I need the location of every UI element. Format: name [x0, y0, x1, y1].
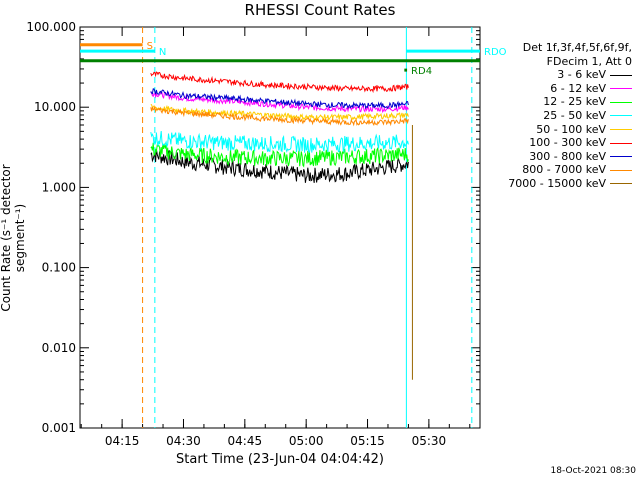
x-tick-label: 05:15 [350, 434, 385, 448]
legend-item-label: 6 - 12 keV [550, 81, 606, 95]
series-line [150, 130, 409, 153]
x-tick-label: 04:15 [105, 434, 140, 448]
y-tick-label: 0.010 [42, 341, 76, 355]
y-tick-label: 0.100 [42, 261, 76, 275]
legend-swatch [610, 101, 632, 103]
x-tick-label: 05:30 [412, 434, 447, 448]
legend-header-2: FDecim 1, Att 0 [546, 54, 632, 68]
legend-swatch [610, 115, 632, 117]
flag-label: S [147, 41, 153, 52]
y-axis-label: Count Rate (s⁻¹ detector segment⁻¹) [0, 164, 27, 312]
legend-item-label: 12 - 25 keV [543, 95, 606, 109]
x-tick-label: 05:00 [289, 434, 324, 448]
legend-swatch [610, 183, 632, 185]
legend-swatch [610, 74, 632, 76]
legend-item-label: 800 - 7000 keV [522, 163, 606, 177]
legend-item-label: 25 - 50 keV [543, 108, 606, 122]
legend-swatch [610, 169, 632, 171]
series-line [150, 142, 409, 168]
legend-item-label: 50 - 100 keV [536, 122, 606, 136]
y-tick-label: 10.000 [34, 100, 76, 114]
flag-label: RD4 [411, 66, 432, 77]
chart-title: RHESSI Count Rates [244, 1, 396, 19]
legend-item-label: 7000 - 15000 keV [508, 176, 606, 190]
legend-item: 12 - 25 keV [482, 95, 632, 109]
legend-swatch [610, 156, 632, 158]
legend-item-label: 300 - 800 keV [529, 149, 606, 163]
legend-item: 7000 - 15000 keV [482, 177, 632, 191]
legend-header-1: Det 1f,3f,4f,5f,6f,9f, [522, 41, 632, 54]
legend-item: 100 - 300 keV [482, 136, 632, 150]
series-line [150, 103, 409, 122]
legend-item: 3 - 6 keV [482, 68, 632, 82]
legend-item: 800 - 7000 keV [482, 163, 632, 177]
legend-item: 50 - 100 keV [482, 123, 632, 137]
legend-item: 6 - 12 keV [482, 82, 632, 96]
series-line [150, 149, 409, 183]
legend: Det 1f,3f,4f,5f,6f,9f, FDecim 1, Att 0 3… [482, 41, 632, 191]
series-line [150, 88, 409, 110]
legend-item-label: 100 - 300 keV [529, 136, 606, 150]
flag-label: RDO [484, 47, 507, 58]
y-tick-label: 1.000 [42, 180, 76, 194]
y-tick-label: 100.000 [26, 20, 76, 34]
legend-item: 300 - 800 keV [482, 150, 632, 164]
timestamp-stamp: 18-Oct-2021 08:30 [550, 466, 636, 476]
legend-items: 3 - 6 keV 6 - 12 keV 12 - 25 keV 25 - 50 ke… [482, 68, 632, 190]
legend-item-label: 3 - 6 keV [557, 68, 606, 82]
y-tick-label: 0.001 [42, 421, 76, 435]
legend-item: 25 - 50 keV [482, 109, 632, 123]
x-tick-label: 04:30 [166, 434, 201, 448]
series-line [150, 105, 409, 127]
x-tick-label: 04:45 [228, 434, 263, 448]
legend-swatch [610, 129, 632, 131]
flag-label: N [159, 47, 166, 58]
legend-swatch [610, 88, 632, 90]
legend-swatch [610, 142, 632, 144]
series-line [150, 71, 409, 94]
x-axis-label: Start Time (23-Jun-04 04:04:42) [176, 452, 384, 467]
plot-frame [79, 26, 481, 429]
